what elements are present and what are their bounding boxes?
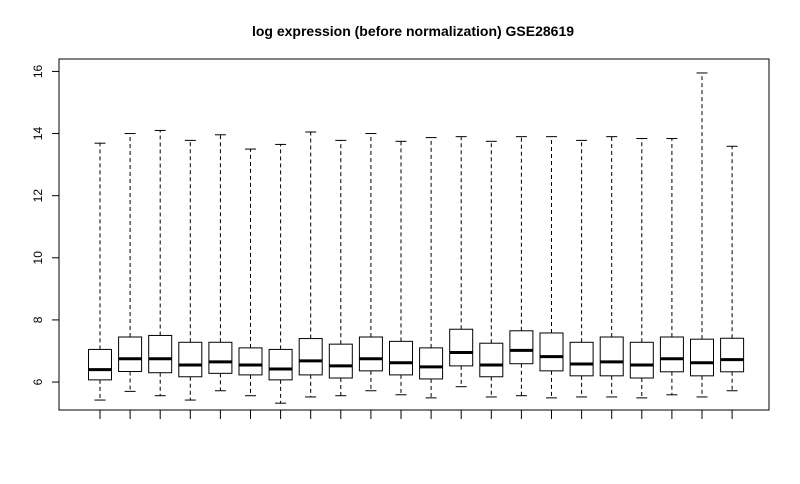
iqr-box	[389, 340, 413, 376]
iqr-box	[88, 348, 112, 381]
y-tick-label: 12	[31, 189, 45, 203]
iqr-box	[178, 341, 203, 378]
iqr-box	[268, 348, 293, 381]
iqr-box	[449, 328, 474, 367]
iqr-box	[328, 343, 353, 379]
y-axis: 6 8 10 12 14 16	[31, 64, 60, 385]
iqr-box	[599, 336, 624, 377]
iqr-box	[298, 338, 323, 376]
box-1	[88, 142, 112, 401]
iqr-box	[148, 334, 173, 374]
iqr-box	[659, 336, 684, 373]
iqr-box	[539, 332, 564, 372]
box-15	[509, 136, 534, 397]
box-12	[419, 137, 444, 399]
y-tick-label: 14	[31, 127, 45, 141]
iqr-box	[720, 337, 745, 373]
iqr-box	[509, 330, 534, 365]
iqr-box	[690, 338, 714, 377]
box-10	[358, 133, 383, 392]
box-11	[389, 140, 413, 396]
y-tick-label: 16	[31, 64, 45, 78]
box-series	[88, 72, 745, 404]
box-19	[629, 138, 654, 399]
box-5	[208, 134, 233, 392]
box-7	[268, 143, 293, 404]
box-6	[238, 148, 263, 397]
box-18	[599, 136, 624, 398]
box-2	[118, 133, 143, 392]
box-9	[328, 139, 353, 397]
box-17	[569, 139, 594, 398]
box-22	[720, 145, 745, 392]
iqr-box	[419, 347, 444, 380]
iqr-box	[569, 341, 594, 377]
x-axis	[99, 409, 733, 419]
box-3	[148, 129, 173, 397]
iqr-box	[629, 341, 654, 379]
iqr-box	[238, 347, 263, 376]
iqr-box	[358, 336, 383, 372]
y-tick-label: 8	[31, 316, 45, 323]
chart-title: log expression (before normalization) GS…	[252, 23, 574, 39]
iqr-box	[118, 336, 143, 372]
box-4	[178, 139, 203, 401]
y-tick-label: 10	[31, 251, 45, 265]
iqr-box	[208, 341, 233, 374]
iqr-box	[479, 342, 504, 378]
box-13	[449, 136, 474, 388]
box-20	[659, 138, 684, 396]
y-tick-label: 6	[31, 378, 45, 385]
box-8	[298, 131, 323, 398]
box-16	[539, 136, 564, 399]
box-21	[690, 72, 714, 398]
box-14	[479, 140, 504, 398]
